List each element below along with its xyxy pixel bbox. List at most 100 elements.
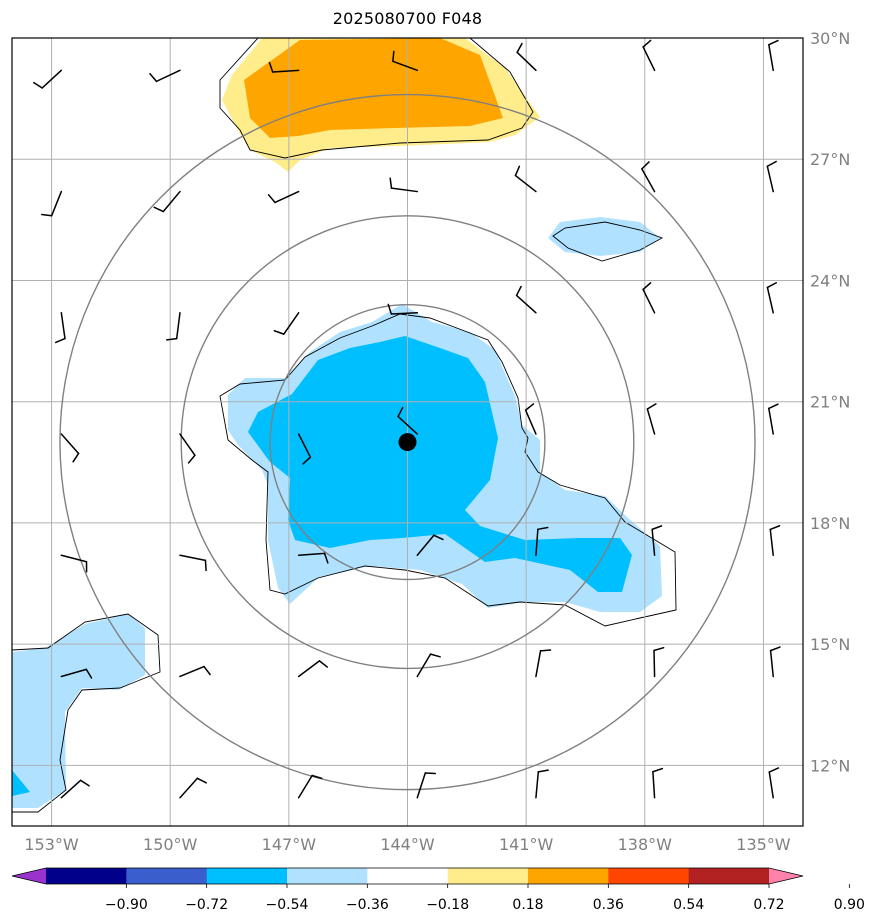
colorbar-extend-low: [12, 868, 46, 884]
colorbar-tick-label: −0.18: [426, 897, 469, 913]
wind-barb: [297, 433, 312, 465]
wind-barb: [149, 69, 181, 83]
negative-anomaly-east: [548, 217, 660, 256]
colorbar-tick-label: 0.36: [593, 897, 624, 913]
map-title: 2025080700 F048: [332, 9, 483, 28]
lon-tick-label: 144°W: [380, 835, 435, 854]
lon-tick-label: 135°W: [736, 835, 791, 854]
wind-barb: [769, 646, 781, 678]
colorbar-tick-label: −0.36: [346, 897, 389, 913]
wind-barb: [60, 554, 88, 573]
wind-barb: [516, 42, 537, 72]
wind-barb: [416, 772, 437, 799]
colorbar-tick-label: 0.18: [512, 897, 543, 913]
lat-tick-label: 27°N: [810, 150, 850, 169]
colorbar-outline: [11, 867, 804, 885]
wind-barb: [166, 312, 181, 341]
range-ring: [269, 304, 546, 581]
wind-barb: [515, 285, 537, 314]
wind-barb: [179, 777, 207, 799]
wind-barb: [387, 303, 419, 315]
wind-barb: [535, 526, 549, 557]
wind-barb: [514, 165, 537, 193]
lat-tick-label: 21°N: [810, 393, 850, 412]
colorbar-tick-label: 0.54: [673, 897, 704, 913]
colorbar-extend-high: [769, 868, 803, 884]
wind-barb: [392, 50, 419, 72]
storm-center-marker: [398, 433, 417, 452]
colorbar-segment: [126, 868, 208, 884]
wind-barb: [389, 177, 419, 193]
wind-barb: [273, 312, 300, 335]
negative-anomaly-mid: [248, 336, 632, 592]
wind-barb: [297, 552, 329, 564]
wind-barb: [651, 525, 663, 557]
wind-barb: [524, 403, 537, 435]
wind-barb: [652, 767, 664, 799]
colorbar-tick-label: 0.90: [834, 897, 865, 913]
wind-barb: [267, 190, 300, 204]
contour-southwest: [12, 613, 161, 813]
lat-tick-label: 18°N: [810, 514, 850, 533]
wind-barb: [60, 668, 93, 679]
wind-barb: [646, 403, 657, 435]
negative-anomaly-southwest: [12, 614, 145, 808]
wind-barb: [60, 779, 90, 799]
latitude-labels: 12°N 15°N 18°N 21°N 24°N 27°N 30°N: [810, 29, 850, 775]
wind-barb: [179, 433, 196, 464]
lon-tick-label: 138°W: [618, 835, 673, 854]
colorbar-tick-label: −0.54: [266, 897, 309, 913]
wind-barb: [642, 282, 656, 314]
range-ring: [59, 93, 756, 791]
wind-barb: [642, 39, 656, 72]
wind-barb: [179, 554, 207, 572]
lat-tick-label: 30°N: [810, 29, 850, 48]
longitude-labels: 153°W 150°W 147°W 144°W 141°W 138°W 135°W: [24, 835, 790, 854]
wind-barb: [416, 653, 441, 678]
lon-tick-label: 141°W: [499, 835, 554, 854]
wind-barb: [179, 665, 211, 678]
colorbar-segment: [367, 868, 449, 884]
colorbar-tick-label: −0.90: [105, 897, 148, 913]
wind-barbs: [33, 39, 781, 799]
wind-barb: [416, 534, 444, 557]
positive-anomaly-mid: [244, 38, 503, 138]
wind-barb: [153, 190, 181, 213]
wind-barb: [766, 282, 778, 314]
wind-barb: [33, 69, 63, 89]
colorbar-segment: [287, 868, 368, 884]
wind-barb: [769, 525, 781, 557]
wind-barb: [60, 433, 80, 463]
lon-tick-label: 147°W: [262, 835, 317, 854]
contour-north: [219, 38, 534, 159]
range-ring: [180, 215, 635, 670]
lon-tick-label: 153°W: [24, 835, 79, 854]
contour-east: [552, 221, 664, 262]
colorbar-segment: [447, 868, 529, 884]
colorbar-tick-label: −0.72: [185, 897, 228, 913]
wind-barb: [40, 190, 63, 217]
colorbar-segment: [206, 868, 288, 884]
colorbar-labels: −0.90 −0.72 −0.54 −0.36 −0.18 0.18 0.36 0.54 0.7…: [105, 897, 865, 913]
wind-barb: [768, 403, 779, 435]
wind-barb: [653, 646, 665, 678]
negative-anomaly-southwest-core: [12, 770, 30, 796]
range-rings: [59, 93, 756, 791]
wind-barb: [766, 160, 777, 193]
wind-barb: [535, 769, 549, 799]
wind-barb: [768, 39, 779, 72]
lat-tick-label: 15°N: [810, 635, 850, 654]
lon-tick-label: 150°W: [143, 835, 198, 854]
colorbar: [11, 867, 850, 888]
wind-barb: [535, 649, 552, 678]
wind-barb: [768, 767, 780, 799]
wind-barb: [297, 774, 323, 799]
anomaly-field: [12, 38, 662, 808]
wind-barb: [641, 161, 656, 193]
wind-barb: [397, 406, 419, 435]
graticule: [12, 38, 803, 826]
colorbar-segment: [46, 868, 127, 884]
lat-tick-label: 24°N: [810, 271, 850, 290]
lat-tick-label: 12°N: [810, 756, 850, 775]
